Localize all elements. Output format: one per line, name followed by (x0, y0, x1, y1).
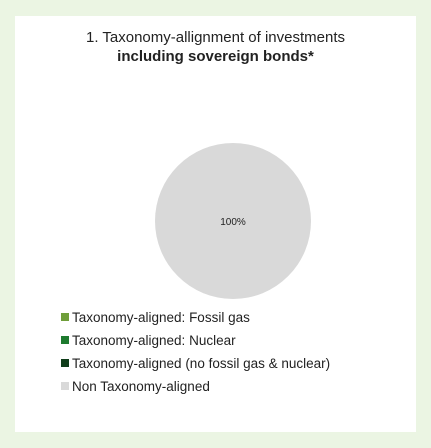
chart-legend: Taxonomy-aligned: Fossil gas Taxonomy-al… (61, 308, 411, 400)
legend-swatch (61, 313, 69, 321)
legend-swatch (61, 382, 69, 390)
pie-chart: 100% (155, 143, 311, 299)
legend-item-nuclear: Taxonomy-aligned: Nuclear (61, 331, 411, 349)
legend-swatch (61, 359, 69, 367)
chart-title-line1: 1. Taxonomy-allignment of investments (85, 29, 345, 46)
legend-label: Taxonomy-aligned (no fossil gas & nuclea… (72, 355, 331, 371)
pie-slice (155, 143, 311, 299)
legend-label: Non Taxonomy-aligned (72, 378, 210, 394)
legend-item-aligned-other: Taxonomy-aligned (no fossil gas & nuclea… (61, 354, 411, 372)
legend-label: Taxonomy-aligned: Nuclear (72, 332, 236, 348)
chart-title-line2: including sovereign bonds* (117, 48, 314, 65)
chart-card: 1. Taxonomy-allignment of investments in… (15, 16, 416, 432)
legend-label: Taxonomy-aligned: Fossil gas (72, 309, 250, 325)
legend-swatch (61, 336, 69, 344)
legend-item-non-aligned: Non Taxonomy-aligned (61, 377, 411, 395)
legend-item-fossil-gas: Taxonomy-aligned: Fossil gas (61, 308, 411, 326)
chart-title: 1. Taxonomy-allignment of investments in… (15, 28, 416, 66)
pie-slice-label: 100% (220, 217, 246, 228)
